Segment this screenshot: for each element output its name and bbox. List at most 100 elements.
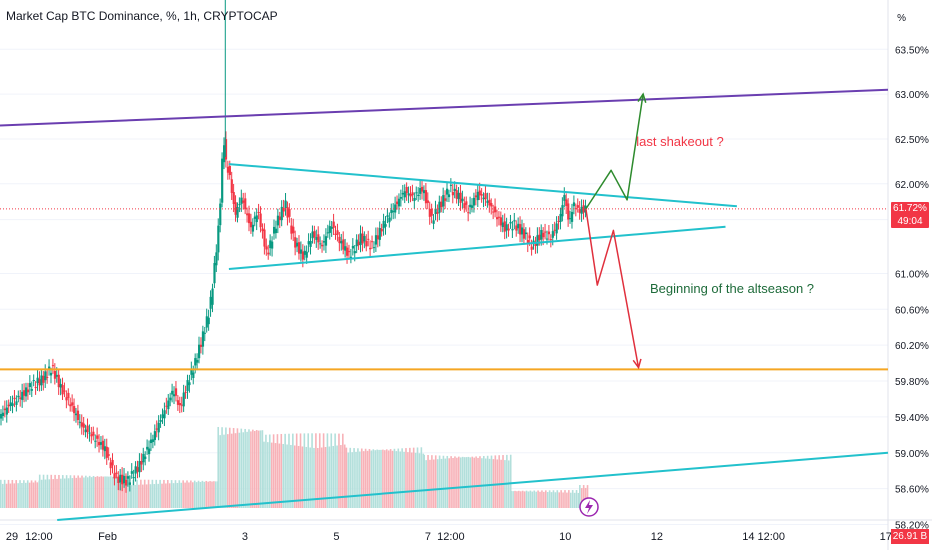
candle-body [363,235,366,242]
volume-bar [236,428,239,508]
volume-bar [318,433,321,508]
volume-bar [531,491,534,508]
x-tick-label: 29 [6,531,18,543]
volume-bar [380,449,382,508]
candle-body [453,188,456,191]
candle-body [505,224,508,231]
volume-bar [292,433,294,508]
volume-bar [336,445,338,508]
volume-bar [161,483,163,508]
candle-body [92,431,95,436]
candle-body [123,475,126,484]
candle-body [234,202,237,215]
candle-body [253,216,256,219]
volume-bar [263,441,265,508]
volume-bar [397,448,400,508]
last-price-tag: 61.72% 49:04 [891,201,929,228]
candle-body [244,198,247,210]
candle-body [365,240,368,247]
volume-bar [83,477,85,508]
bar-countdown: 49:04 [897,215,923,227]
candle-body [61,385,64,395]
candle-body [472,197,476,206]
volume-bar [340,445,342,508]
volume-bar [351,452,353,508]
volume-bar [113,476,116,508]
volume-bar [234,433,237,508]
volume-bar [34,480,37,508]
volume-bar [372,449,375,508]
candle-body [57,374,60,388]
volume-bar [412,447,415,508]
volume-bar [448,458,450,508]
candle-body [278,216,281,221]
candle-body [540,229,543,240]
candle-body [344,246,347,251]
volume-bar [36,482,39,508]
candle-body [565,199,568,207]
volume-bar [170,480,173,508]
candle-body [409,194,412,197]
candle-body [490,202,493,207]
candle-body [474,195,478,198]
candle-body [219,203,222,226]
candle-body [434,208,437,214]
volume-bar [382,449,384,508]
volume-bar [274,443,277,508]
candle-body [138,461,141,473]
candle-body [438,201,441,213]
volume-bar [564,490,566,508]
candle-body [240,197,243,204]
volume-bar [434,455,437,508]
candle-body [355,239,358,247]
volume-bar [143,479,146,508]
candle-body [21,391,24,400]
candle-body [455,190,458,199]
candle-body [421,186,424,192]
x-tick-label: 17 [880,531,892,543]
candle-body [332,221,335,228]
volume-bar [230,433,233,508]
candle-body [49,372,53,376]
candle-body [440,201,443,208]
volume-bar [227,434,229,508]
volume-bar [54,474,56,508]
candle-body [109,462,112,469]
candle-body [296,242,299,247]
candle-body [186,380,189,391]
candle-body [342,239,345,250]
candle-body [536,235,539,246]
volume-bar [174,480,177,508]
volume-bar [328,446,331,508]
volume-bar [324,447,327,508]
volume-bar [385,449,388,508]
volume-bar [477,457,479,508]
y-tick-label: 63.50% [895,45,929,56]
volume-bar [255,430,258,508]
candle-body [148,448,151,455]
candle-body [107,454,110,456]
volume-bar [582,485,585,508]
volume-bar [539,491,541,508]
volume-bar [246,431,248,508]
candle-body [447,194,451,198]
candle-body [53,371,57,379]
volume-bar [172,483,175,508]
candle-body [313,231,316,238]
candle-body [94,440,97,442]
candle-body [405,187,408,194]
candle-body [34,386,37,388]
volume-bar [28,482,31,508]
candle-body [442,195,445,207]
volume-bar [195,482,198,508]
volume-bar [151,479,154,508]
volume-bar [129,475,131,508]
candle-body [130,471,133,474]
drawing-channel-top [0,88,889,127]
candle-body [407,193,410,196]
candle-body [242,200,245,203]
volume-bar [362,451,365,508]
volume-bar [368,449,371,508]
